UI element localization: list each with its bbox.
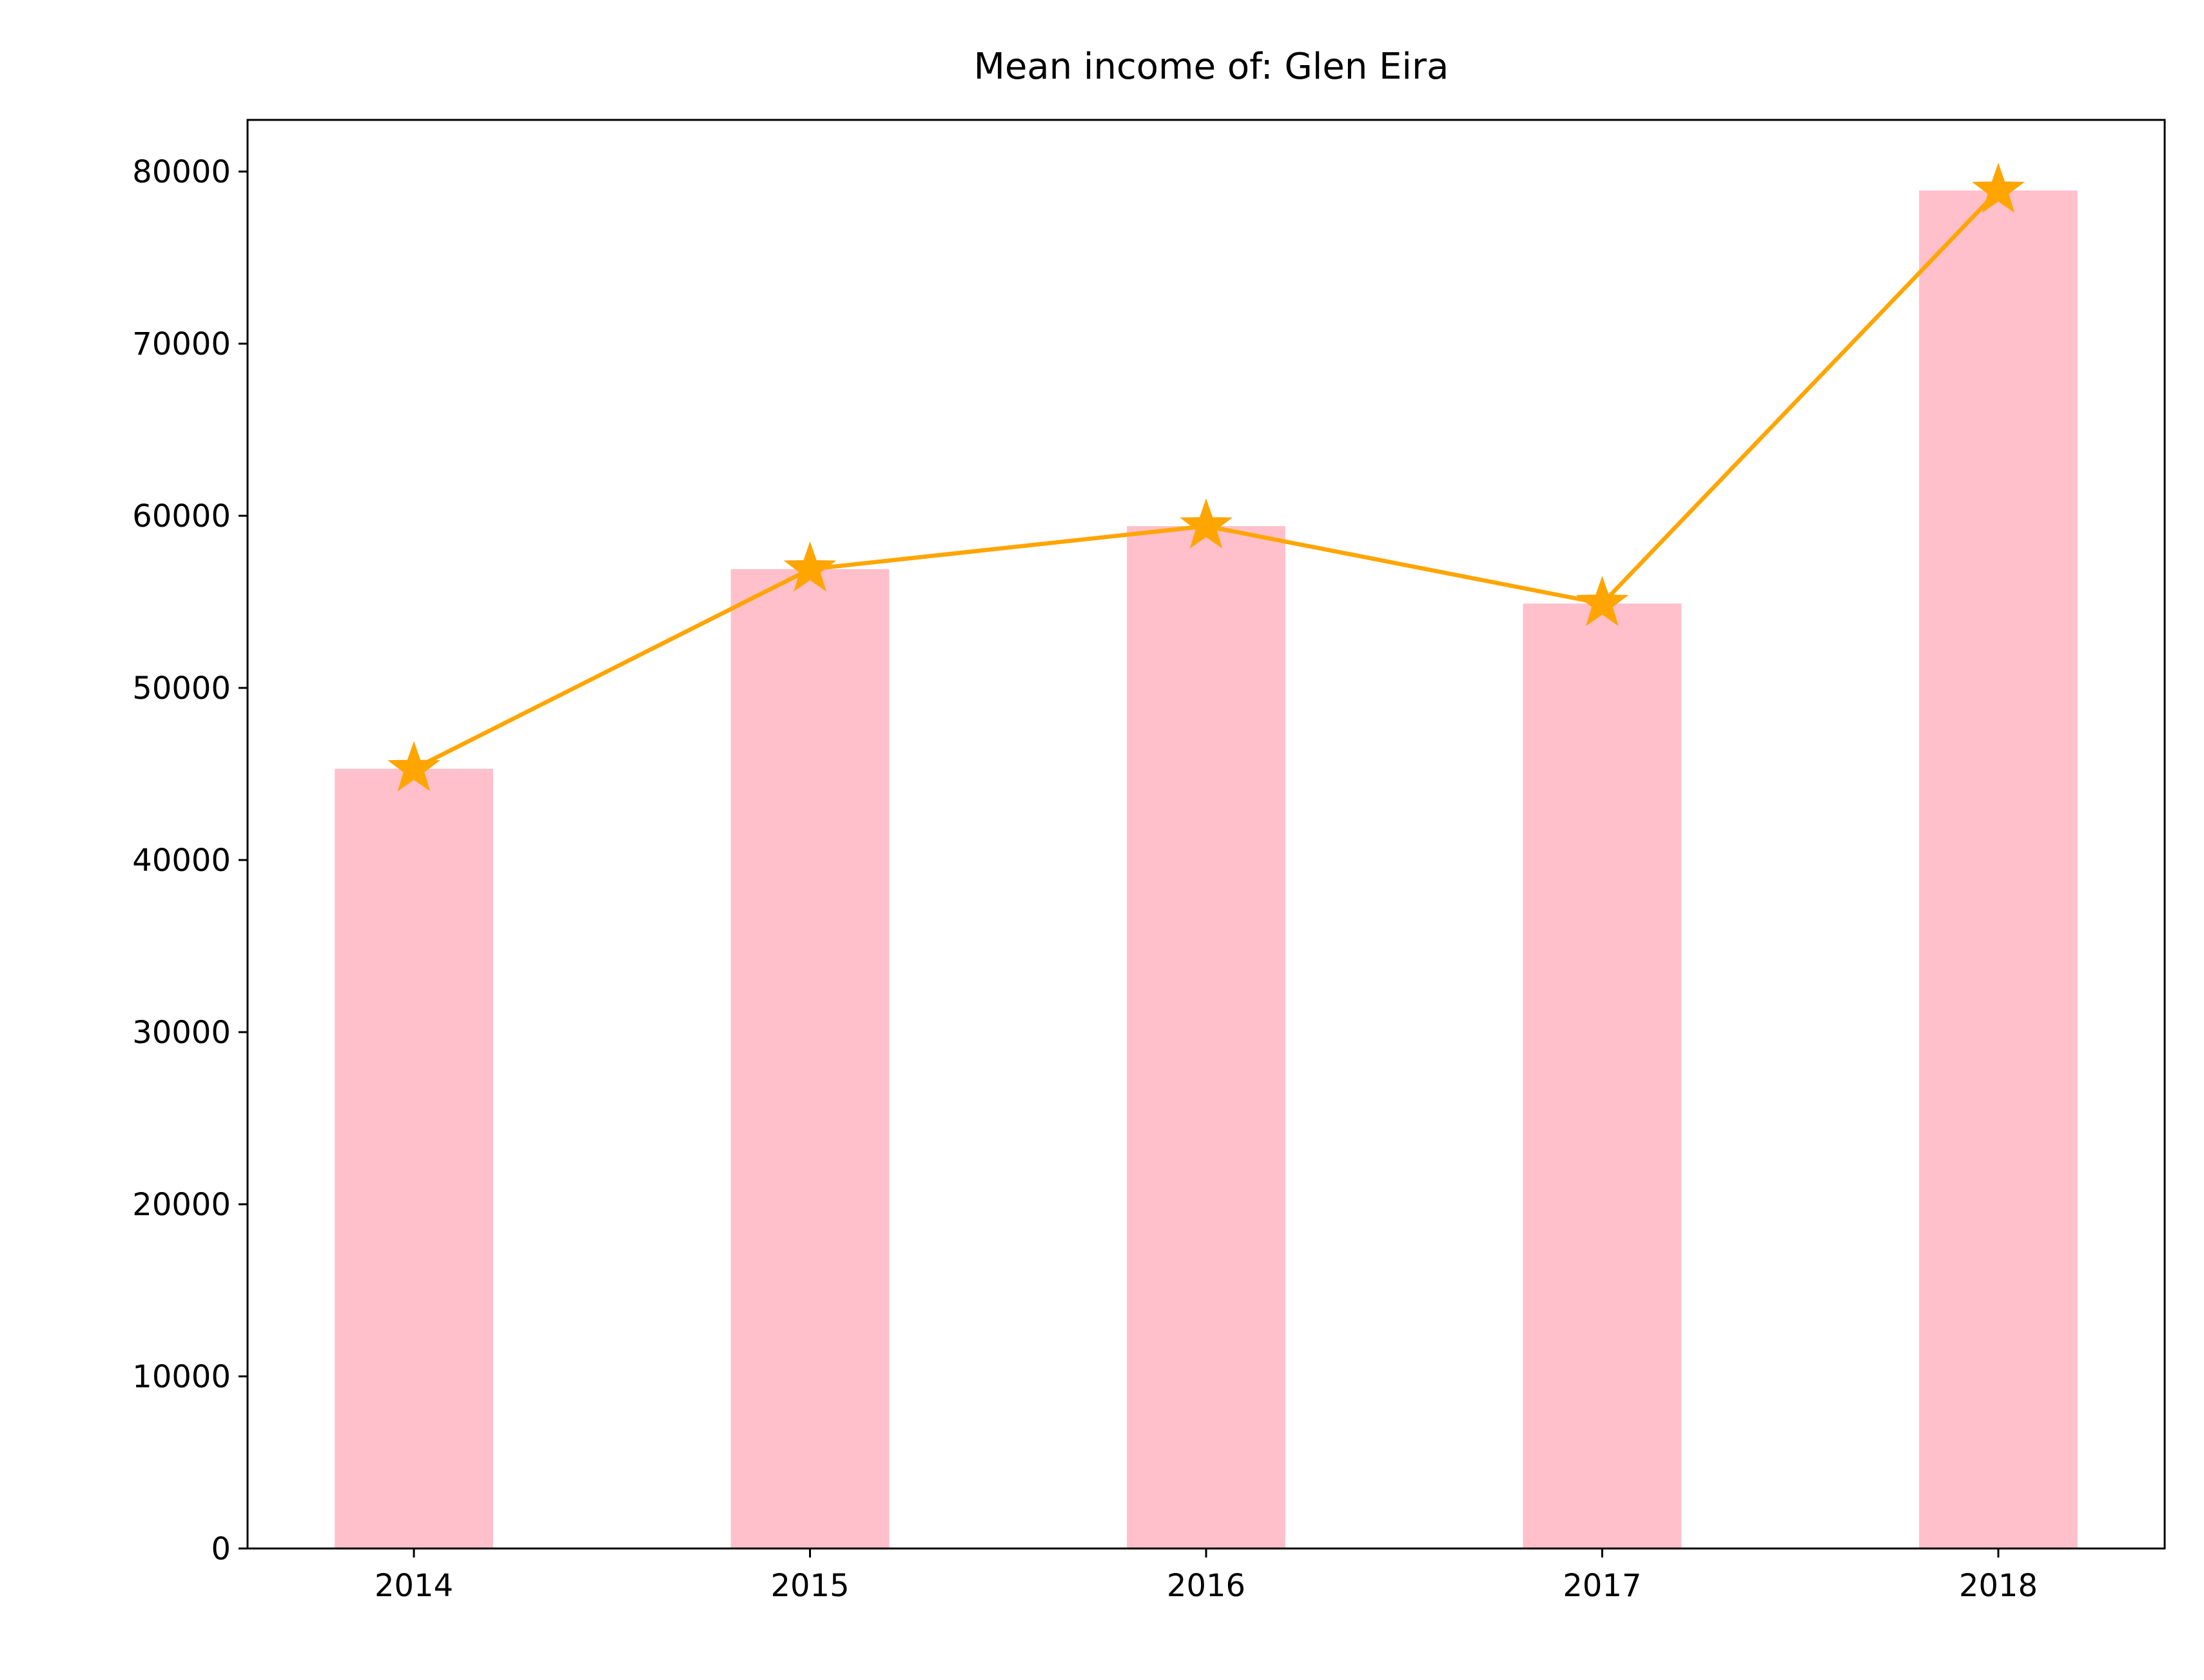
x-tick-label-2016: 2016 — [1167, 1568, 1245, 1604]
bar-2014 — [335, 768, 493, 1548]
y-tick-label-0: 0 — [211, 1531, 231, 1567]
point-2014 — [387, 741, 441, 792]
point-2015 — [783, 541, 837, 592]
y-tick-label-70000: 70000 — [132, 326, 231, 362]
axes-layer: 0 10000 20000 30000 40000 50000 60000 70000 8000… — [132, 119, 2166, 1604]
y-tick-label-30000: 30000 — [132, 1015, 231, 1051]
bar-2017 — [1523, 603, 1682, 1549]
point-2017 — [1575, 576, 1629, 627]
x-tick-label-2017: 2017 — [1563, 1568, 1641, 1604]
y-tick-label-40000: 40000 — [132, 843, 231, 879]
y-tick-label-50000: 50000 — [132, 670, 231, 707]
bars-layer — [335, 190, 2078, 1549]
y-tick-label-80000: 80000 — [132, 154, 231, 190]
chart-title: Mean income of: Glen Eira — [974, 46, 1449, 88]
y-tick-label-10000: 10000 — [132, 1359, 231, 1395]
bar-2015 — [730, 569, 890, 1548]
bar-2016 — [1127, 526, 1285, 1548]
point-2016 — [1180, 498, 1233, 549]
y-tick-label-60000: 60000 — [132, 498, 231, 534]
x-tick-label-2014: 2014 — [375, 1568, 453, 1604]
x-tick-label-2015: 2015 — [770, 1568, 849, 1604]
line-layer — [387, 162, 2025, 792]
bar-2018 — [1919, 190, 2078, 1548]
x-tick-label-2018: 2018 — [1959, 1568, 2038, 1604]
y-tick-label-20000: 20000 — [132, 1187, 231, 1223]
point-2018 — [1971, 162, 2025, 213]
